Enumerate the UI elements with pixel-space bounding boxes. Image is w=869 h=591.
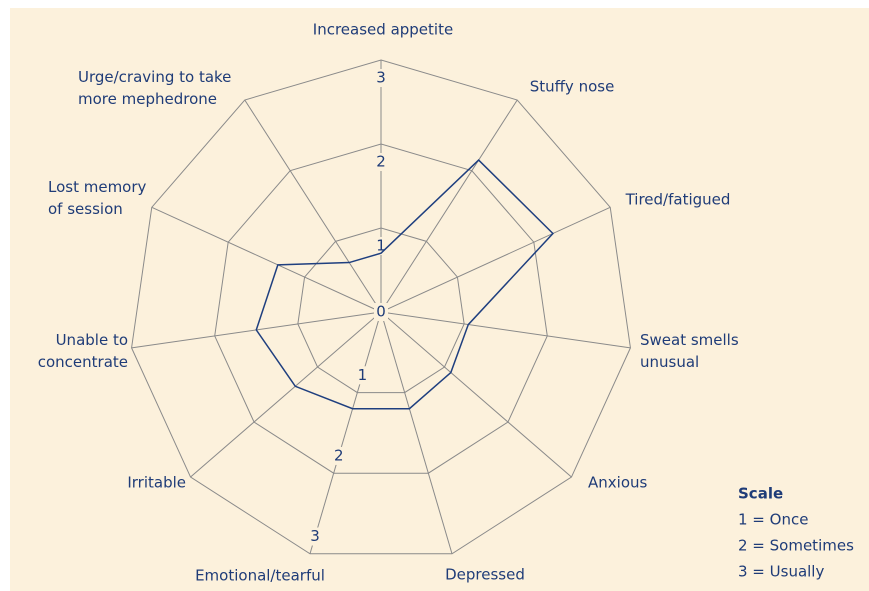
category-label: Irritable [127, 474, 186, 492]
panel [10, 8, 869, 591]
grid-ring [131, 59, 631, 555]
category-label: Depressed [445, 566, 525, 584]
tick-bg [374, 153, 388, 171]
spoke [380, 311, 572, 478]
spoke [309, 311, 382, 554]
spoke [380, 311, 453, 554]
tick-label: 3 [310, 527, 320, 545]
tick-label: 2 [334, 446, 344, 464]
spoke [380, 311, 631, 349]
category-label: Urge/craving to take more mephedrone [78, 68, 231, 108]
category-label: Emotional/tearful [195, 567, 325, 585]
tick-bg [308, 527, 323, 546]
tick-bg [331, 446, 346, 465]
category-label: Sweat smells unusual [640, 331, 739, 371]
tick-label: 1 [358, 366, 368, 384]
spoke [190, 311, 382, 478]
scale-item: 1 = Once [738, 511, 808, 529]
spoke [244, 99, 382, 313]
tick-label: 3 [376, 69, 386, 87]
category-label: Unable to concentrate [38, 331, 128, 371]
data-line [255, 159, 554, 410]
grid-ring [297, 227, 465, 394]
scale-item: 3 = Usually [738, 563, 824, 581]
category-label: Lost memory of session [48, 178, 147, 218]
tick-label: 0 [376, 303, 386, 321]
category-label: Anxious [588, 474, 647, 492]
spoke [380, 99, 518, 313]
tick-bg [355, 366, 370, 385]
category-label: Stuffy nose [530, 78, 615, 96]
tick-bg [374, 69, 388, 87]
scale-title: Scale [738, 485, 783, 503]
tick-label: 2 [376, 153, 386, 171]
scale-item: 2 = Sometimes [738, 537, 854, 555]
tick-bg [374, 303, 388, 321]
tick-label: 1 [376, 237, 386, 255]
spoke [151, 206, 382, 313]
spoke [380, 206, 611, 313]
grid-ring [214, 143, 548, 474]
category-label: Increased appetite [313, 21, 453, 39]
category-label: Tired/fatigued [625, 191, 731, 209]
